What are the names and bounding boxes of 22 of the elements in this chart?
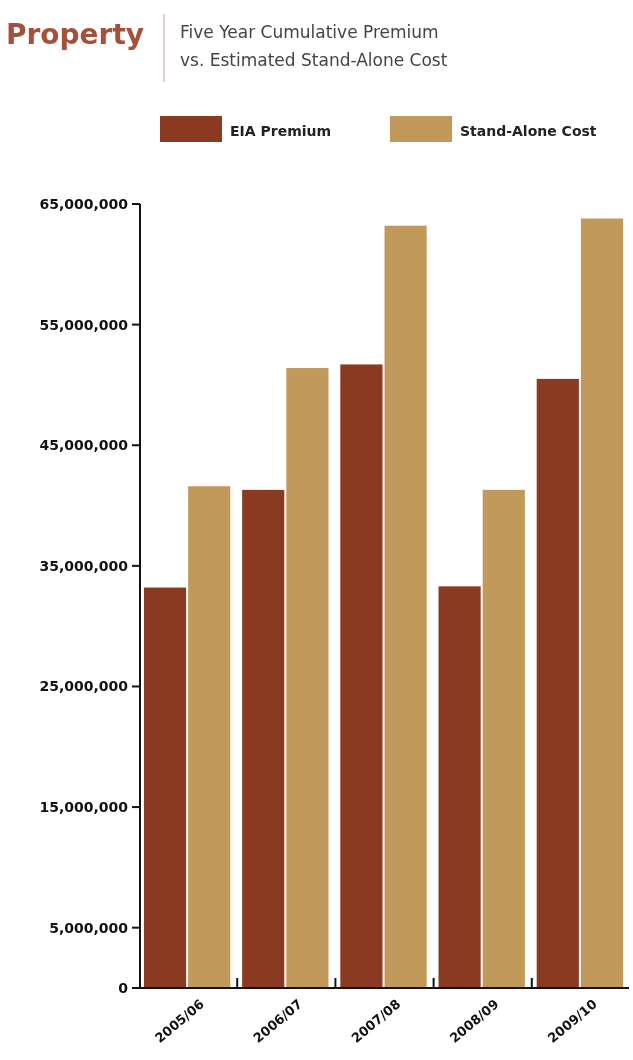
y-tick-label: 65,000,000 bbox=[39, 195, 129, 212]
y-tick-label: 0 bbox=[118, 979, 129, 996]
bar bbox=[242, 489, 285, 988]
bar bbox=[536, 378, 579, 988]
bar bbox=[384, 225, 427, 988]
chart-title: Property bbox=[6, 18, 145, 51]
bar bbox=[143, 587, 187, 988]
y-tick-label: 15,000,000 bbox=[39, 798, 129, 815]
y-tick-label: 45,000,000 bbox=[39, 437, 129, 454]
bar bbox=[580, 218, 624, 988]
bar bbox=[340, 364, 383, 988]
y-tick-label: 5,000,000 bbox=[49, 919, 129, 936]
y-tick-label: 25,000,000 bbox=[39, 678, 129, 695]
bar bbox=[286, 368, 329, 988]
legend-label: Stand-Alone Cost bbox=[460, 123, 597, 139]
chart-subtitle: Five Year Cumulative Premium vs. Estimated Stand-Alone Cost bbox=[180, 22, 448, 70]
y-tick-label: 35,000,000 bbox=[39, 557, 129, 574]
y-tick-label: 55,000,000 bbox=[39, 316, 129, 333]
bar bbox=[188, 486, 231, 988]
bar bbox=[438, 586, 481, 988]
legend-label: EIA Premium bbox=[230, 123, 332, 139]
bar bbox=[482, 489, 525, 988]
